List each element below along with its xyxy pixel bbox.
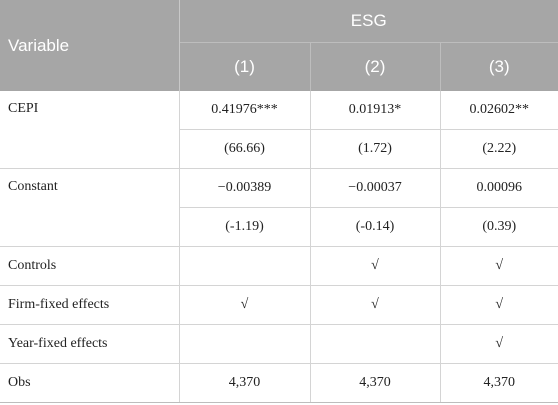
table-row-cepi-t: (66.66) (1.72) (2.22) — [0, 129, 558, 169]
cell-obs-3: 4,370 — [440, 363, 558, 403]
column-header-2: (2) — [309, 42, 440, 91]
cell-controls-3: √ — [440, 246, 558, 286]
cell-constant-coef-3: 0.00096 — [440, 168, 558, 208]
cell-firm-fe-2: √ — [310, 285, 441, 325]
cell-controls-2: √ — [310, 246, 441, 286]
cell-constant-t-3: (0.39) — [440, 207, 558, 247]
cell-cepi-t-3: (2.22) — [440, 129, 558, 169]
row-label-obs: Obs — [0, 363, 180, 403]
table-row-year-fixed-effects: Year-fixed effects √ — [0, 324, 558, 364]
table-header: Variable ESG (1) (2) (3) — [0, 0, 558, 91]
table-row-controls: Controls √ √ — [0, 246, 558, 286]
column-header-1: (1) — [179, 42, 310, 91]
cell-obs-2: 4,370 — [310, 363, 441, 403]
cell-firm-fe-1: √ — [179, 285, 311, 325]
table-row-obs: Obs 4,370 4,370 4,370 — [0, 363, 558, 403]
cell-cepi-t-1: (66.66) — [179, 129, 311, 169]
table-row-firm-fixed-effects: Firm-fixed effects √ √ √ — [0, 285, 558, 325]
cell-cepi-coef-3: 0.02602** — [440, 91, 558, 130]
variable-header: Variable — [0, 0, 180, 91]
cell-constant-coef-1: −0.00389 — [179, 168, 311, 208]
column-header-3: (3) — [439, 42, 558, 91]
cell-year-fe-3: √ — [440, 324, 558, 364]
cell-constant-coef-2: −0.00037 — [310, 168, 441, 208]
cell-obs-1: 4,370 — [179, 363, 311, 403]
row-label-year-fixed-effects: Year-fixed effects — [0, 324, 180, 364]
cell-cepi-coef-2: 0.01913* — [310, 91, 441, 130]
cell-controls-1 — [179, 246, 311, 286]
cell-firm-fe-3: √ — [440, 285, 558, 325]
table-body: CEPI 0.41976*** 0.01913* 0.02602** (66.6… — [0, 91, 558, 403]
row-label-firm-fixed-effects: Firm-fixed effects — [0, 285, 180, 325]
row-label-constant: Constant — [0, 168, 180, 247]
table-row-cepi-coef: CEPI 0.41976*** 0.01913* 0.02602** — [0, 91, 558, 169]
cell-constant-t-2: (-0.14) — [310, 207, 441, 247]
cell-year-fe-1 — [179, 324, 311, 364]
header-row-top: Variable ESG — [0, 0, 558, 91]
cell-cepi-t-2: (1.72) — [310, 129, 441, 169]
esg-group-header: ESG — [179, 0, 558, 43]
table-row-constant-coef: Constant −0.00389 −0.00037 0.00096 — [0, 168, 558, 247]
cell-constant-t-1: (-1.19) — [179, 207, 311, 247]
row-label-controls: Controls — [0, 246, 180, 286]
table-row-constant-t: (-1.19) (-0.14) (0.39) — [0, 207, 558, 247]
header-row-columns: (1) (2) (3) — [0, 42, 558, 91]
cell-cepi-coef-1: 0.41976*** — [179, 91, 311, 130]
cell-year-fe-2 — [310, 324, 441, 364]
row-label-cepi: CEPI — [0, 91, 180, 169]
